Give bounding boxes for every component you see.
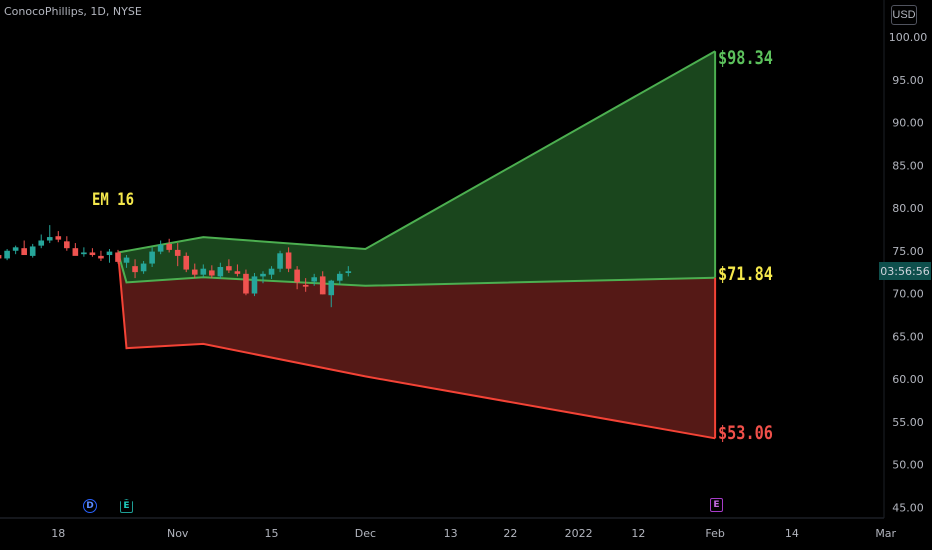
candle-body — [55, 236, 62, 240]
candle-body — [12, 247, 19, 251]
candle-body — [29, 246, 36, 256]
time-tick-label: 12 — [631, 527, 645, 540]
candle-body — [209, 270, 215, 276]
candle-body — [149, 251, 155, 264]
candle-body — [174, 249, 181, 256]
earnings-event-marker-upcoming[interactable]: E — [710, 498, 723, 512]
current-price-label: $71.84 — [718, 263, 773, 285]
price-tick-label: 85.00 — [892, 159, 924, 172]
candle-body — [226, 266, 232, 271]
candle-body — [200, 268, 207, 275]
symbol-title[interactable]: ConocoPhillips, 1D, NYSE — [4, 5, 142, 18]
earnings-event-marker[interactable]: E — [120, 499, 133, 513]
price-tick-label: 75.00 — [892, 245, 924, 258]
time-tick-label: Feb — [705, 527, 724, 540]
price-tick-label: 45.00 — [892, 501, 924, 514]
candle-body — [166, 243, 172, 250]
time-tick-label: Nov — [167, 527, 189, 540]
lower-band-fill — [118, 252, 716, 439]
time-tick-label: 22 — [503, 527, 517, 540]
candle-body — [72, 248, 79, 256]
price-tick-label: 100.00 — [889, 31, 928, 44]
candle-body — [38, 240, 45, 246]
candle-body — [328, 280, 335, 296]
middle-band-line — [117, 252, 716, 287]
candle-body — [260, 273, 266, 277]
price-tick-label: 80.00 — [892, 202, 924, 215]
candle-body — [345, 271, 352, 273]
candle-body — [302, 284, 309, 287]
lower-target-label: $53.06 — [718, 422, 773, 444]
candle-body — [277, 253, 283, 269]
time-tick-label: 13 — [444, 527, 458, 540]
candle-body — [140, 263, 147, 272]
candle-body — [157, 244, 164, 252]
candle-body — [115, 252, 121, 262]
bar-countdown-badge: 03:56:56 — [879, 262, 931, 280]
candle-body — [81, 252, 87, 255]
price-axis[interactable]: 100.00 95.00 90.00 85.00 80.00 75.00 70.00 65.0… — [889, 31, 928, 514]
time-tick-label: 15 — [265, 527, 279, 540]
time-tick-label: 2022 — [565, 527, 593, 540]
candle-body — [4, 250, 10, 259]
candle-body — [46, 237, 53, 241]
candle-body — [123, 257, 130, 263]
candle-body — [191, 269, 198, 275]
candle-body — [268, 268, 275, 275]
candle-body — [243, 273, 249, 294]
candle-body — [336, 273, 343, 281]
candle-body — [251, 276, 258, 294]
time-tick-label: Mar — [875, 527, 896, 540]
price-tick-label: 65.00 — [892, 330, 924, 343]
candle-body — [132, 266, 138, 273]
time-tick-label: 18 — [51, 527, 65, 540]
expected-move-bands — [117, 50, 717, 440]
price-tick-label: 95.00 — [892, 74, 924, 87]
candle-body — [285, 252, 292, 269]
em-label: EM 16 — [92, 190, 134, 210]
lower-band-line — [117, 252, 716, 440]
candle-body — [294, 269, 300, 283]
price-tick-label: 60.00 — [892, 373, 924, 386]
candle-body — [21, 248, 27, 256]
price-tick-label: 70.00 — [892, 288, 924, 301]
time-tick-label: Dec — [355, 527, 376, 540]
candle-body — [311, 277, 317, 282]
candle-body — [106, 251, 113, 256]
time-tick-label: 14 — [785, 527, 799, 540]
price-tick-label: 55.00 — [892, 416, 924, 429]
time-axis[interactable]: 18 Nov 15 Dec 13 22 2022 12 Feb 14 Mar — [0, 0, 897, 540]
candle-body — [217, 266, 224, 277]
price-tick-label: 90.00 — [892, 117, 924, 130]
candle-body — [319, 276, 326, 295]
candle-body — [0, 255, 2, 259]
candle-body — [98, 255, 104, 259]
upper-band-fill — [118, 51, 716, 286]
dividend-event-marker[interactable]: D — [83, 499, 97, 513]
price-tick-label: 50.00 — [892, 459, 924, 472]
upper-target-label: $98.34 — [718, 47, 773, 69]
candle-body — [234, 271, 241, 274]
candle-body — [89, 252, 96, 256]
candle-body — [64, 241, 70, 249]
candlestick-series — [0, 225, 352, 308]
currency-button[interactable]: USD — [891, 5, 917, 25]
candle-body — [183, 255, 190, 270]
